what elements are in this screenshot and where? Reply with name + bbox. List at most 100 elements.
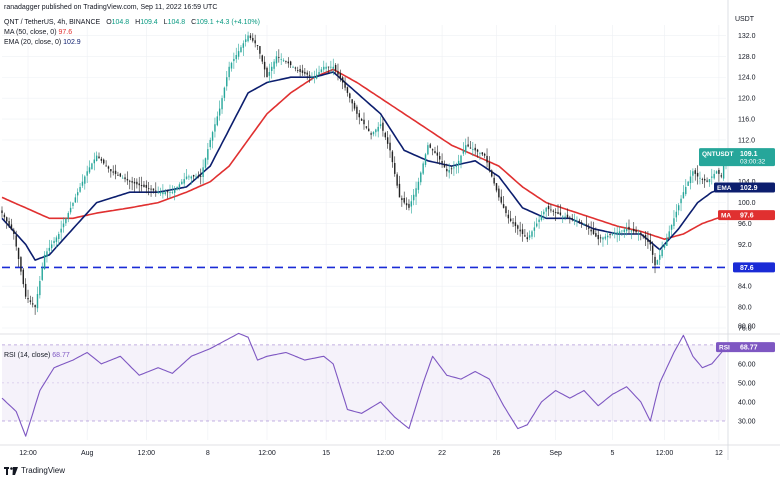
candle-body [65, 218, 67, 224]
candle-body [481, 152, 484, 155]
candle-body [460, 155, 462, 163]
candle-body [242, 43, 245, 48]
candle-body [635, 230, 637, 233]
candle-body [22, 269, 25, 285]
candle-body [670, 224, 673, 230]
candle-body [325, 66, 327, 69]
candle-body [103, 159, 105, 164]
candle-body [604, 236, 607, 239]
support-tag-value: 87.6 [740, 265, 754, 272]
candle-body [424, 154, 427, 165]
candle-body [235, 55, 237, 60]
candle-body [514, 222, 517, 227]
tradingview-logo[interactable]: TradingView [4, 466, 65, 475]
candle-body [599, 237, 602, 239]
candle-body [93, 159, 95, 164]
candle-body [117, 174, 119, 176]
candle-body [405, 203, 408, 206]
candle-body [455, 166, 457, 167]
open-value: 104.8 [111, 19, 130, 26]
rsi-legend[interactable]: RSI (14, close) 68.77 [4, 351, 70, 360]
ema-legend[interactable]: EMA (20, close, 0) 102.9 [4, 38, 81, 47]
rsi-tick-label: 50.00 [738, 380, 756, 387]
candle-body [79, 186, 81, 192]
candle-body [247, 35, 249, 42]
candle-body [701, 178, 704, 180]
candle-body [100, 158, 103, 161]
support-tag [733, 262, 775, 273]
candle-body [107, 166, 110, 169]
ema20-layer [1, 71, 727, 261]
candle-body [483, 153, 486, 156]
candle-body [280, 58, 282, 60]
price-tick-label: 124.0 [738, 75, 756, 82]
candle-body [273, 61, 275, 69]
candle-body [209, 139, 211, 148]
candle-body [164, 192, 166, 195]
candle-body [263, 61, 266, 70]
time-tick-label: Sep [549, 450, 562, 457]
price-tick-label: 80.0 [738, 305, 752, 312]
candle-body [285, 60, 287, 62]
candle-body [8, 221, 10, 226]
rsi-tag-label: RSI [719, 345, 730, 352]
candle-body [661, 249, 663, 257]
ma-legend[interactable]: MA (50, close, 0) 97.6 [4, 28, 72, 37]
candle-body [606, 235, 609, 238]
ma50-layer [1, 68, 727, 240]
candle-body [240, 47, 242, 53]
candle-body [140, 185, 143, 187]
candle-body [188, 176, 190, 178]
candle-body [294, 67, 297, 69]
candle-body [379, 124, 382, 127]
candle-body [441, 160, 443, 164]
time-tick-label: 12:00 [138, 450, 156, 457]
rsi-tag [716, 342, 775, 353]
candle-body [446, 168, 448, 172]
candle-body [126, 178, 129, 181]
candle-body [585, 224, 588, 227]
rsi-tick-label: 80.00 [738, 323, 756, 330]
candle-body [230, 62, 233, 69]
candle-body [62, 223, 65, 228]
candle-body [318, 72, 320, 75]
candle-body [150, 188, 152, 190]
time-tick-label: 15 [322, 450, 330, 457]
price-tick-label: 112.0 [738, 137, 755, 144]
candle-body [448, 169, 450, 173]
candle-body [505, 206, 507, 214]
candle-body [408, 203, 410, 208]
candle-body [112, 171, 114, 173]
candle-body [372, 132, 375, 135]
candle-body [195, 176, 197, 178]
candle-body [136, 181, 138, 185]
candle-body [110, 169, 112, 172]
candle-body [50, 244, 53, 249]
candle-body [306, 72, 308, 75]
rsi-line [1, 332, 727, 437]
candle-body [519, 229, 521, 232]
candle-body [327, 66, 330, 68]
candle-body [344, 82, 346, 88]
last-price-tag [699, 148, 775, 167]
rsi-tick-label: 60.00 [738, 361, 756, 368]
candle-body [630, 230, 633, 232]
candle-body [145, 184, 148, 188]
candle-body [439, 156, 441, 160]
candle-body [618, 231, 621, 234]
candle-body [131, 181, 133, 183]
candle-body [403, 197, 405, 203]
candle-body [571, 218, 573, 220]
candle-body [353, 102, 356, 109]
candle-body [509, 218, 512, 221]
publisher-note: ranadagger published on TradingView.com,… [4, 4, 218, 11]
close-label: C [191, 19, 197, 26]
candle-body [244, 39, 247, 42]
candle-body [124, 177, 126, 180]
candle-body [609, 233, 611, 235]
candle-body [500, 196, 502, 203]
candle-body [595, 233, 597, 237]
candle-body [332, 66, 334, 69]
candle-body [216, 116, 219, 126]
